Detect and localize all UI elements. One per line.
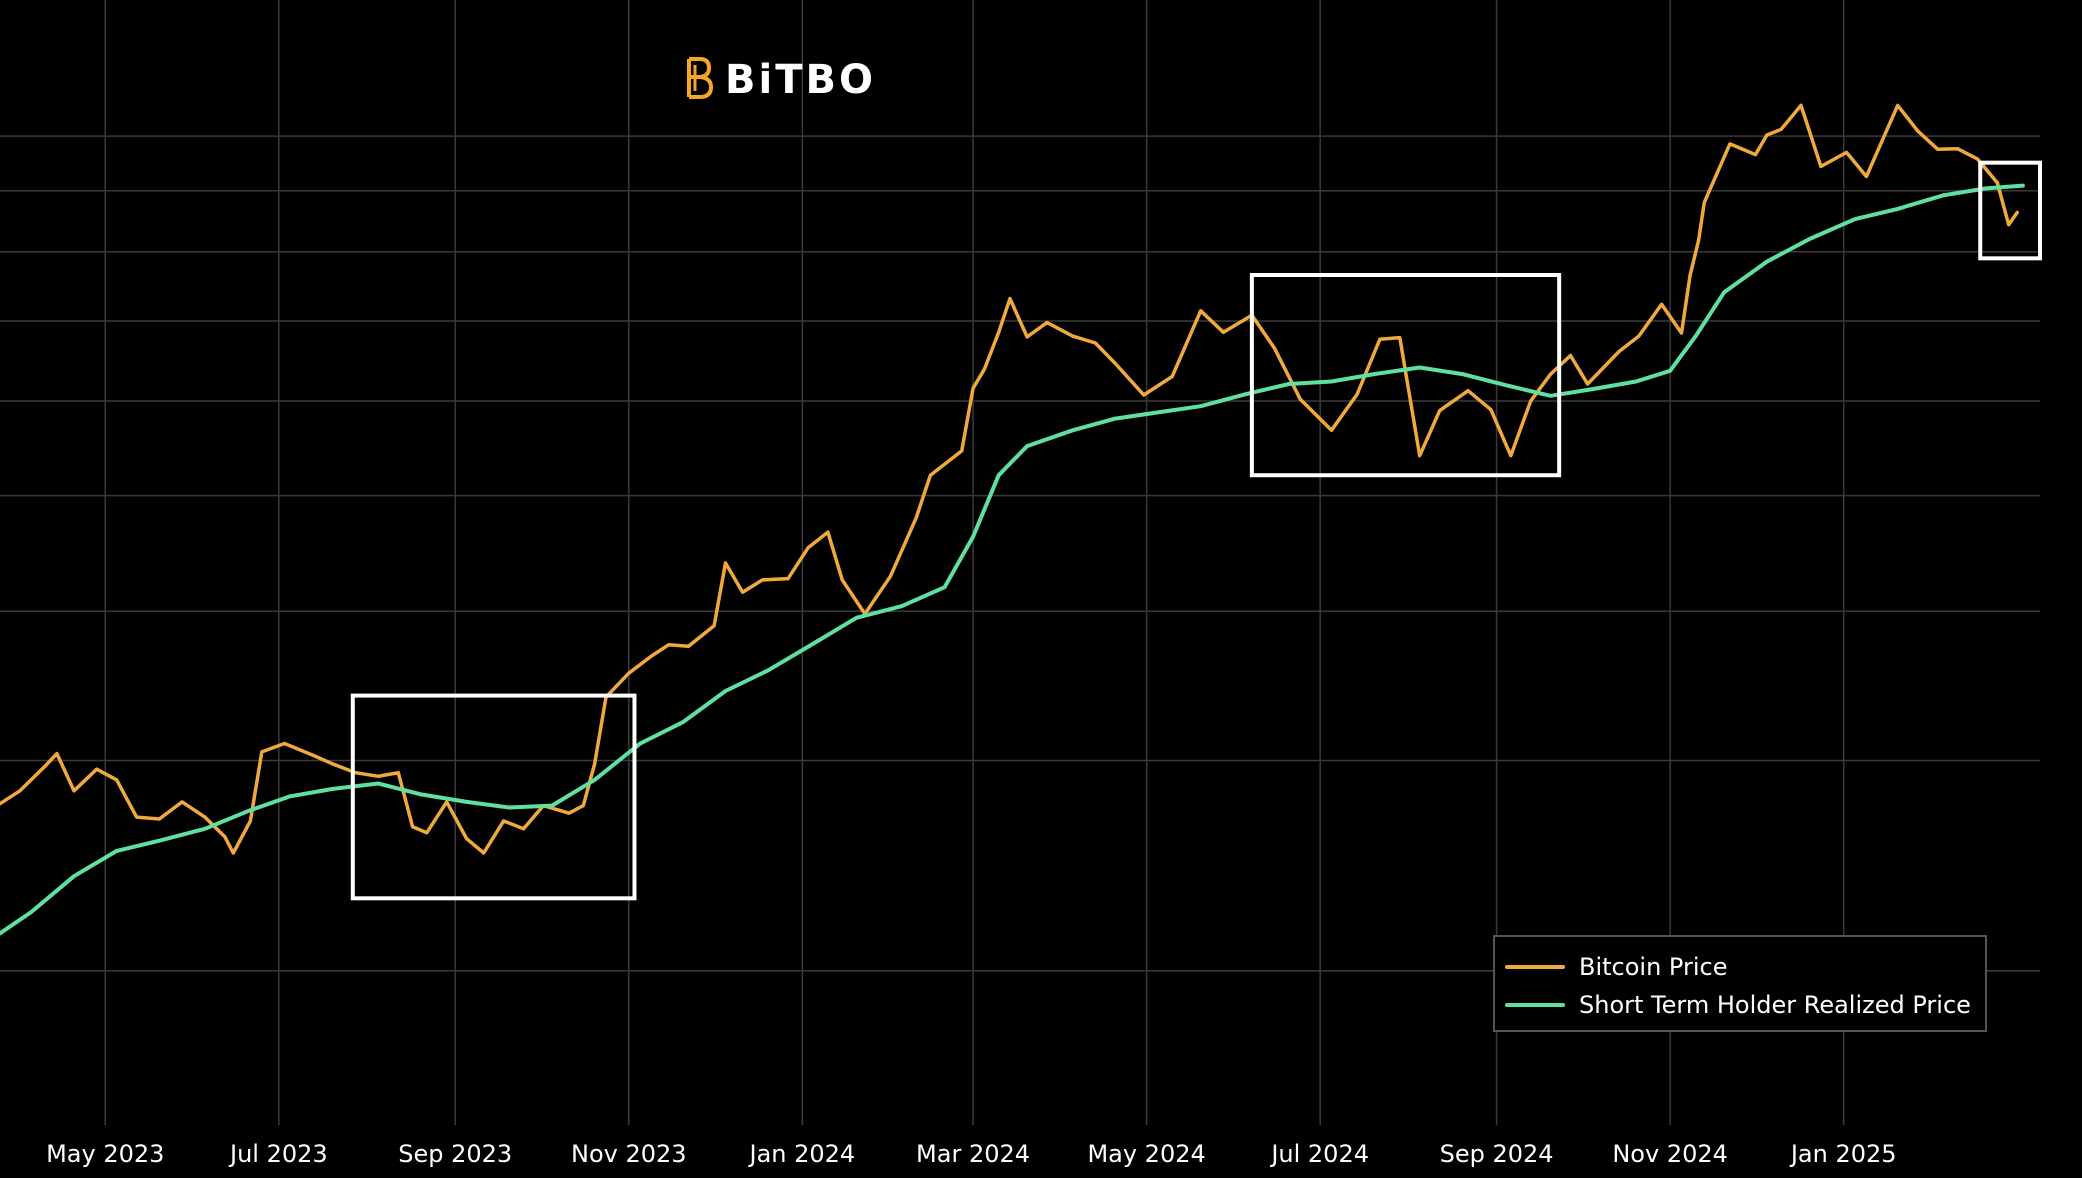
legend: Bitcoin Price Short Term Holder Realized… — [1493, 935, 1987, 1032]
x-tick-label: May 2023 — [46, 1140, 164, 1168]
x-axis-ticks: May 2023 Jul 2023 Sep 2023 Nov 2023 Jan 2024… — [46, 1140, 1896, 1168]
x-tick-label: Sep 2023 — [398, 1140, 512, 1168]
x-tick-label: Mar 2024 — [916, 1140, 1030, 1168]
x-tick-label: Nov 2024 — [1612, 1140, 1728, 1168]
x-tick-label: May 2024 — [1087, 1140, 1205, 1168]
x-tick-label: Jul 2023 — [228, 1140, 328, 1168]
highlight-box — [1249, 273, 1562, 478]
legend-item-bitcoin-price[interactable]: Bitcoin Price — [1505, 953, 1727, 981]
sth-realized-price-line — [0, 183, 2025, 936]
highlight-boxes — [350, 160, 2043, 901]
bitbo-b-icon — [683, 55, 713, 105]
x-tick-label: Sep 2024 — [1440, 1140, 1554, 1168]
series-lines — [0, 103, 2025, 936]
x-tick-label: Jul 2024 — [1269, 1140, 1369, 1168]
x-tick-label: Nov 2023 — [571, 1140, 687, 1168]
legend-label-bitcoin-price: Bitcoin Price — [1579, 953, 1728, 981]
logo-text: BiTBO — [725, 57, 876, 103]
bitbo-logo: BiTBO — [683, 55, 876, 105]
highlight-box — [350, 693, 637, 901]
x-tick-label: Jan 2024 — [747, 1140, 855, 1168]
bitcoin-price-line — [0, 103, 2019, 855]
legend-label-sth-realized-price: Short Term Holder Realized Price — [1579, 991, 1971, 1019]
x-tick-label: Jan 2025 — [1789, 1140, 1897, 1168]
highlight-box — [1978, 160, 2043, 261]
legend-item-sth-realized-price[interactable]: Short Term Holder Realized Price — [1505, 991, 1971, 1019]
legend-swatch-bitcoin-price — [1505, 965, 1565, 969]
legend-swatch-sth-realized-price — [1505, 1003, 1565, 1007]
